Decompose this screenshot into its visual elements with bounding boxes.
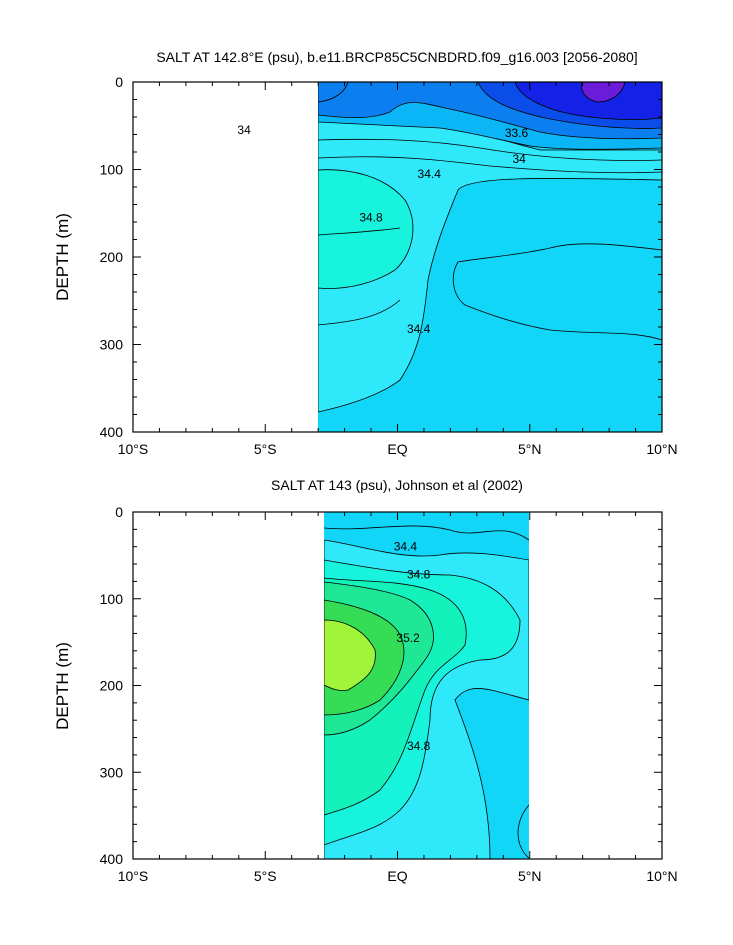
contour-label: 34.4 [418, 167, 442, 181]
panel-1-contour-labels: 34 33.6 34 34.4 34.8 34.4 [237, 123, 528, 336]
y-tick-label: 100 [100, 591, 124, 607]
contour-label: 34.8 [407, 739, 431, 753]
x-tick-label: 10°N [646, 868, 677, 884]
x-tick-label: 5°S [254, 868, 277, 884]
y-tick-label: 0 [115, 74, 123, 90]
panel-2-title: SALT AT 143 (psu), Johnson et al (2002) [271, 477, 523, 493]
x-tick-label: 10°N [646, 441, 677, 457]
panel-1-contour-fill [318, 82, 662, 432]
panel-1-ylabel: DEPTH (m) [53, 213, 72, 301]
fill-lt33-4 [581, 82, 626, 103]
x-tick-label: 10°S [118, 868, 149, 884]
y-tick-label: 300 [100, 337, 124, 353]
contour-label: 34 [237, 123, 251, 137]
x-tick-label: EQ [387, 441, 407, 457]
contour-line-f [324, 525, 529, 541]
contour-label: 34.8 [407, 567, 431, 581]
fill-34-2-tongue [452, 243, 662, 341]
fill-34-4 [318, 119, 662, 413]
panel-1-title: SALT AT 142.8°E (psu), b.e11.BRCP85C5CNB… [156, 49, 637, 65]
y-tick-label: 200 [100, 249, 124, 265]
panel-2-contour-labels: 34.4 34.8 35.2 34.8 [394, 540, 431, 754]
y-tick-label: 400 [100, 851, 124, 867]
contour-label: 34.8 [359, 211, 383, 225]
x-tick-label: 5°N [518, 868, 542, 884]
fill-33-4 [514, 82, 662, 120]
fill2-35-4 [324, 619, 376, 691]
panel-2-contour-fill [324, 512, 529, 859]
contour-label: 34.4 [407, 322, 431, 336]
x-tick-label: 10°S [118, 441, 149, 457]
panel-1: SALT AT 142.8°E (psu), b.e11.BRCP85C5CNB… [53, 49, 678, 457]
contour-label: 34 [512, 152, 526, 166]
contour-line-d [318, 299, 401, 326]
y-tick-label: 400 [100, 424, 124, 440]
contour-label: 33.6 [505, 126, 529, 140]
x-tick-label: 5°S [254, 441, 277, 457]
y-tick-label: 300 [100, 764, 124, 780]
x-tick-label: EQ [387, 868, 407, 884]
contour-label: 35.2 [396, 631, 420, 645]
panel-2: SALT AT 143 (psu), Johnson et al (2002) … [53, 477, 678, 884]
panel-1-axes: 10°S 5°S EQ 5°N 10°N 0 100 200 300 400 [100, 74, 678, 457]
panel-2-ylabel: DEPTH (m) [53, 642, 72, 730]
contour-label: 34.4 [394, 540, 418, 554]
contour-line-a [318, 138, 662, 161]
fill-34-6 [318, 169, 414, 289]
panel-2-axes: 10°S 5°S EQ 5°N 10°N 0 100 200 300 400 [100, 504, 678, 884]
contour-line-b [318, 156, 662, 174]
y-tick-label: 100 [100, 162, 124, 178]
x-tick-label: 5°N [518, 441, 542, 457]
y-tick-label: 200 [100, 678, 124, 694]
y-tick-label: 0 [115, 504, 123, 520]
contour-line-c [318, 227, 401, 236]
contour-line-e [517, 804, 529, 859]
